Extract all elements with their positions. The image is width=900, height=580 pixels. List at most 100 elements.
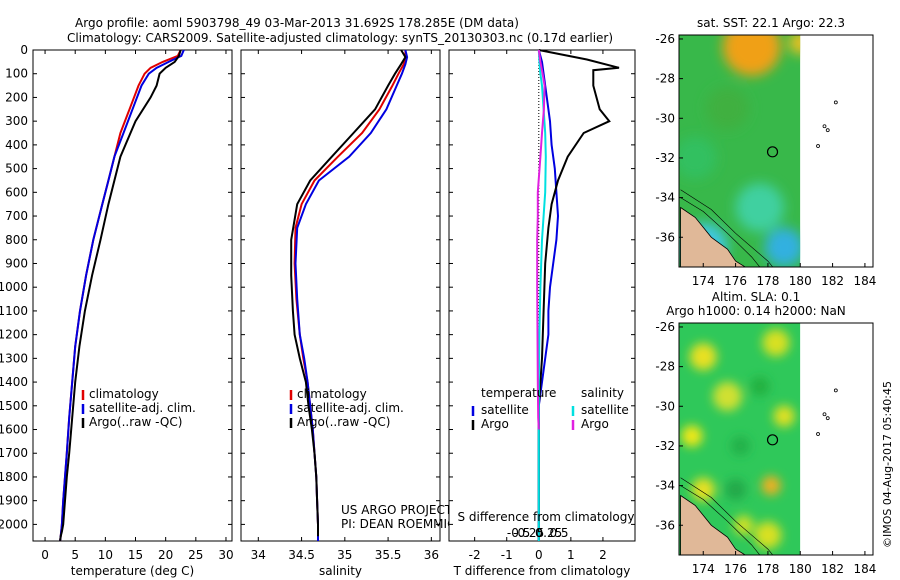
land-mass	[680, 206, 747, 267]
y-tick-label: 500	[5, 162, 28, 176]
field-blob	[722, 35, 781, 76]
secondary-tick-label: -0.5	[507, 526, 530, 540]
y-tick-label: -30	[655, 111, 675, 125]
island-marker	[816, 144, 820, 148]
difference-panel: -2 -1 0 1 2 T difference from climatology temp…	[448, 49, 636, 578]
island-marker	[833, 388, 838, 393]
x-tick-label: 1	[567, 548, 575, 562]
series-line-satellite-adj-clim-	[59, 49, 185, 542]
data-field	[679, 323, 801, 555]
island-marker	[822, 124, 827, 129]
x-tick-label: 178	[756, 562, 779, 576]
x-tick-label: 2	[599, 548, 607, 562]
island-marker	[822, 412, 827, 417]
sst-map-panel: 174 176 178 180 182 184 -26 -28 -30 -32 -34 -36 sat.…	[655, 16, 876, 288]
map-title: Altim. SLA: 0.1	[712, 290, 800, 304]
x-tick-label: 0	[41, 548, 49, 562]
sla-map-panel: 174 176 178 180 182 184 -26 -28 -30 -32 -34 -36 Alti…	[655, 290, 876, 576]
field-blob	[750, 376, 770, 397]
depth-contour	[680, 189, 774, 267]
y-tick-label: 900	[5, 256, 28, 270]
y-tick-label: -32	[655, 151, 675, 165]
y-tick-label: 100	[5, 67, 28, 81]
y-tick-label: -36	[655, 518, 675, 532]
pi-annotation: PI: DEAN ROEMMICH	[341, 517, 464, 531]
data-field	[679, 35, 801, 267]
legend-label: Argo	[481, 417, 509, 431]
y-tick-label: -28	[655, 72, 675, 86]
island-marker	[833, 100, 838, 105]
x-tick-label: 30	[218, 548, 233, 562]
map-frame	[678, 34, 874, 268]
y-tick-label: 0	[20, 43, 28, 57]
field-blob	[761, 475, 781, 496]
island-marker	[825, 128, 830, 133]
field-blob	[681, 425, 703, 447]
plot-frame	[240, 49, 441, 542]
y-tick-label: 1700	[0, 446, 28, 460]
x-tick-label: 35	[337, 548, 352, 562]
field-blob	[730, 436, 751, 456]
island-marker	[816, 432, 820, 436]
y-tick-label: 800	[5, 233, 28, 247]
map-title: sat. SST: 22.1 Argo: 22.3	[697, 16, 845, 30]
legend-label: satellite-adj. clim.	[89, 401, 196, 415]
y-tick-label: -36	[655, 230, 675, 244]
legend-label: satellite	[581, 403, 629, 417]
field-blobs	[681, 329, 795, 549]
field-blob	[712, 381, 743, 411]
field-blob	[689, 343, 717, 371]
x-tick-label: 20	[158, 548, 173, 562]
x-tick-label: -1	[501, 548, 513, 562]
y-tick-label: 1900	[0, 494, 28, 508]
y-tick-label: -32	[655, 439, 675, 453]
x-tick-label: 10	[98, 548, 113, 562]
x-tick-label: 34.5	[288, 548, 315, 562]
x-tick-label: 176	[724, 274, 747, 288]
y-tick-label: -26	[655, 320, 675, 334]
imos-watermark: ©IMOS 04-Aug-2017 05:40:45	[881, 381, 894, 548]
series-line-argo-raw-qc-	[59, 49, 182, 542]
legend-label: Argo(..raw -QC)	[297, 415, 390, 429]
y-tick-label: 1300	[0, 351, 28, 365]
x-tick-label: 0	[535, 548, 543, 562]
field-blob	[724, 478, 747, 501]
legend-label: satellite	[481, 403, 529, 417]
secondary-tick-label: 0.25	[536, 526, 563, 540]
x-tick-label: 25	[188, 548, 203, 562]
secondary-axis-label: S difference from climatology	[458, 510, 635, 524]
island-marker	[825, 416, 830, 421]
y-tick-label: -34	[655, 479, 675, 493]
x-tick-label: 35.5	[375, 548, 402, 562]
field-blob	[691, 477, 715, 502]
field-blob	[735, 183, 785, 232]
depth-contour	[680, 197, 761, 267]
field-blob	[733, 515, 754, 535]
x-tick-label: 34	[251, 548, 266, 562]
x-tick-label: 5	[71, 548, 79, 562]
field-blob	[773, 405, 795, 427]
profile-location-marker	[766, 434, 779, 446]
x-axis-label: salinity	[319, 564, 362, 578]
x-tick-label: 15	[128, 548, 143, 562]
y-tick-label: 300	[5, 114, 28, 128]
legend-label: climatology	[89, 387, 159, 401]
field-blob	[754, 521, 782, 549]
y-tick-label: 1100	[0, 304, 28, 318]
y-tick-label: 1400	[0, 375, 28, 389]
x-tick-label: 174	[692, 274, 715, 288]
x-tick-label: 178	[756, 274, 779, 288]
map-frame	[678, 322, 874, 556]
y-tick-label: 2000	[0, 517, 28, 531]
legend-label: Argo(..raw -QC)	[89, 415, 182, 429]
y-tick-label: 700	[5, 209, 28, 223]
y-tick-label: 200	[5, 90, 28, 104]
header-line-1: Argo profile: aoml 5903798_49 03-Mar-201…	[75, 16, 519, 30]
x-tick-label: 176	[724, 562, 747, 576]
field-blob	[706, 87, 749, 130]
y-tick-label: 1200	[0, 328, 28, 342]
series-line-argo-raw-qc-	[290, 49, 407, 537]
legend-title: temperature	[481, 386, 556, 400]
legend-label: climatology	[297, 387, 367, 401]
